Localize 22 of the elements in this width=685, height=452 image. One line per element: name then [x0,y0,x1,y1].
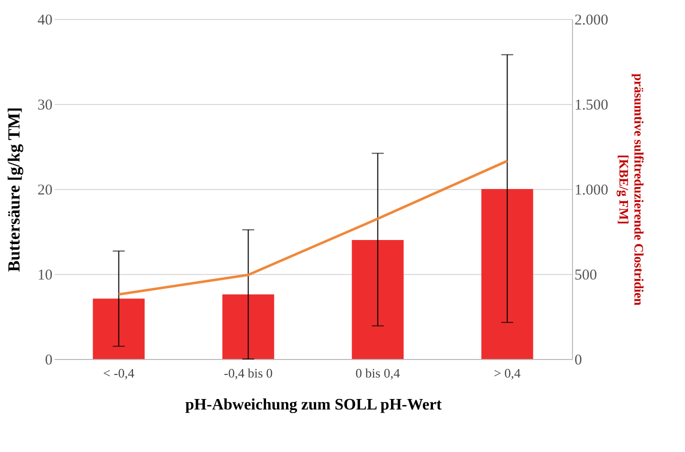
y-tick-label: 40 [38,12,52,28]
y2-axis-title: präsumtive sulfitreduzierende Clostridien [KBE/g FM] [616,73,646,306]
y-axis-title: Buttersäure [g/kg TM] [4,107,24,272]
y2-tick-label: 500 [574,268,597,284]
y-tick-label: 30 [38,98,52,114]
bar [352,240,404,359]
y2-tick-label: 1.500 [574,98,608,114]
y2-tick-label: 2.000 [574,12,608,28]
y-tick-label: 20 [38,182,52,198]
bar [222,294,274,359]
x-tick-label: -0,4 bis 0 [224,366,273,380]
y-tick-label: 10 [38,268,52,284]
y2-tick-label: 0 [574,352,582,368]
x-axis-title: pH-Abweichung zum SOLL pH-Wert [185,396,442,414]
bar [92,298,145,359]
line-series [118,160,508,296]
y-tick-label: 0 [45,352,52,368]
x-tick-label: > 0,4 [494,366,522,380]
y2-tick-label: 1.000 [574,182,608,198]
x-tick-label: 0 bis 0,4 [356,366,400,380]
bar [481,189,534,359]
x-tick-label: < -0,4 [103,366,135,380]
